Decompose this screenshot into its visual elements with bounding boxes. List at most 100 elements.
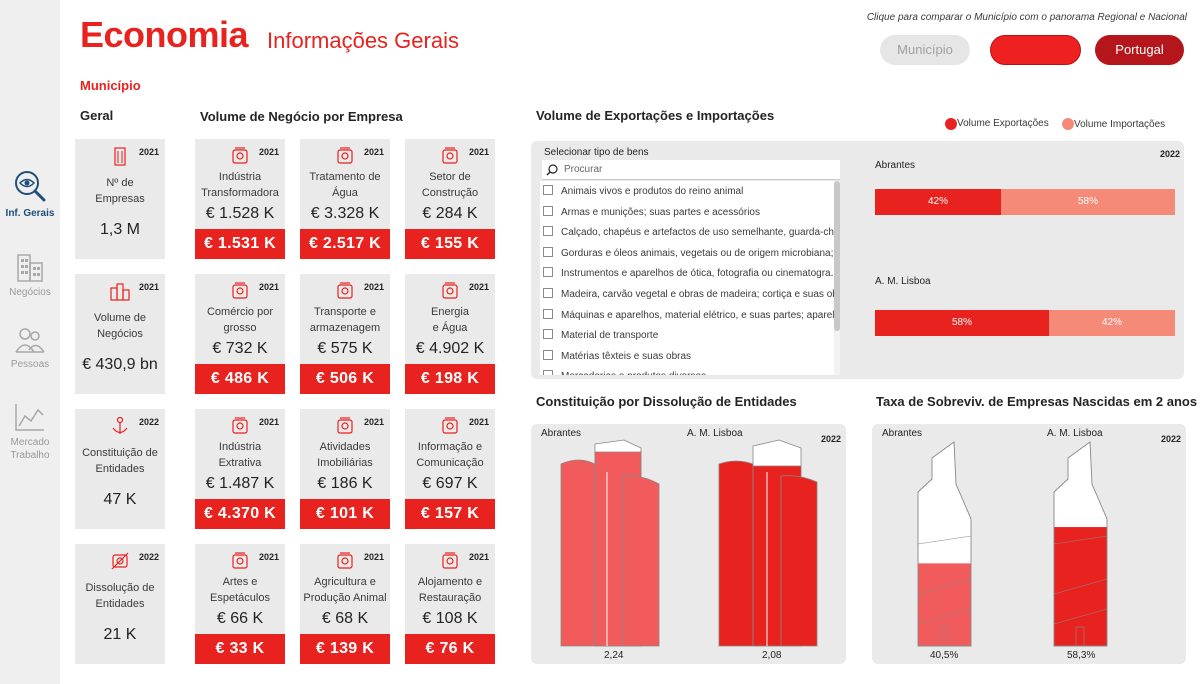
goods-list-item[interactable]: Animais vivos e produtos do reino animal — [543, 185, 839, 205]
nav-negocios[interactable]: Negócios — [0, 249, 60, 298]
checkbox[interactable] — [543, 329, 553, 340]
sobrevivencia-year: 2022 — [1161, 434, 1182, 444]
regional-button[interactable] — [990, 35, 1081, 65]
goods-item-label: Instrumentos e aparelhos de ótica, fotog… — [561, 268, 839, 280]
constituicao-title: Constituição por Dissolução de Entidades — [536, 394, 797, 409]
card-value: 47 K — [103, 491, 137, 508]
nav-pessoas[interactable]: Pessoas — [0, 325, 60, 370]
portugal-button[interactable]: Portugal — [1095, 35, 1184, 65]
volume-card[interactable]: 2021 Indústria Extrativa € 1.487 K € 4.370 … — [195, 409, 285, 529]
legend-exports-dot — [945, 118, 957, 130]
card-value: € 4.902 K — [415, 340, 485, 357]
goods-item-label: Máquinas e aparelhos, material elétrico,… — [561, 309, 839, 321]
goods-list-item[interactable]: Material de transporte — [543, 329, 839, 349]
card-compare-value: € 101 K — [300, 499, 390, 529]
geral-card[interactable]: 2022 Dissolução de Entidades 21 K — [75, 544, 165, 664]
goods-scrollbar[interactable] — [834, 181, 840, 375]
sobrevivencia-left-name: Abrantes — [882, 428, 923, 439]
geral-card[interactable]: 2021 Volume de Negócios € 430,9 bn — [75, 274, 165, 394]
checkbox[interactable] — [543, 370, 553, 375]
goods-list-item[interactable]: Madeira, carvão vegetal e obras de madei… — [543, 288, 839, 308]
crane-icon — [442, 147, 458, 164]
volume-card[interactable]: 2021 Agricultura e Produção Animal € 68 K €… — [300, 544, 390, 664]
card-value: 1,3 M — [99, 221, 140, 238]
volume-card[interactable]: 2021 Informação e Comunicação € 697 K € 157… — [405, 409, 495, 529]
card-year: 2021 — [258, 552, 279, 562]
nav-label: Negócios — [9, 287, 51, 298]
checkbox[interactable] — [543, 288, 553, 298]
card-year: 2021 — [138, 282, 159, 292]
goods-search-input[interactable]: Procurar — [542, 160, 840, 180]
search-placeholder: Procurar — [564, 164, 603, 175]
geral-title: Geral — [80, 108, 114, 123]
goods-list-item[interactable]: Mercadorias e produtos diversos — [543, 370, 839, 375]
volume-card[interactable]: 2021 Transporte e armazenagem € 575 K € 506… — [300, 274, 390, 394]
buildings-icon — [110, 283, 130, 301]
volume-card[interactable]: 2021 Indústria Transformadora € 1.528 K € 1… — [195, 139, 285, 259]
volume-card[interactable]: 2021 Atividades Imobiliárias € 186 K € 101 … — [300, 409, 390, 529]
volume-card[interactable]: 2021 Artes e Espetáculos € 66 K € 33 K — [195, 544, 285, 664]
goods-list-item[interactable]: Calçado, chapéus e artefactos de uso sem… — [543, 226, 839, 246]
nav-inf-gerais[interactable]: Inf. Gerais — [0, 168, 60, 219]
municipio-button[interactable]: Município — [880, 35, 970, 65]
card-year: 2021 — [138, 147, 159, 157]
card-value: € 1.487 K — [205, 475, 275, 492]
checkbox[interactable] — [543, 308, 553, 319]
card-value: € 284 K — [422, 205, 478, 222]
checkbox[interactable] — [543, 205, 553, 216]
card-compare-value: € 506 K — [300, 364, 390, 394]
scrollbar-thumb[interactable] — [834, 181, 840, 331]
info-device-icon — [442, 417, 458, 434]
checkbox[interactable] — [543, 349, 553, 360]
checkbox[interactable] — [543, 226, 553, 237]
card-compare-value: € 2.517 K — [300, 229, 390, 259]
lisboa-buildings — [718, 439, 818, 647]
scope-label: Município — [80, 78, 141, 93]
volume-card[interactable]: 2021 Comércio por grosso € 732 K € 486 K — [195, 274, 285, 394]
card-compare-value: € 4.370 K — [195, 499, 285, 529]
goods-list-item[interactable]: Armas e munições; suas partes e acessóri… — [543, 205, 839, 226]
checkbox[interactable] — [543, 246, 553, 257]
card-label: Indústria Transformadora — [201, 171, 279, 199]
card-value: € 697 K — [422, 475, 478, 492]
volume-card[interactable]: 2021 Setor de Construção € 284 K € 155 K — [405, 139, 495, 259]
geral-card[interactable]: 2021 Nº de Empresas 1,3 M — [75, 139, 165, 259]
card-label: Setor de Construção — [421, 171, 479, 199]
goods-list-item[interactable]: Matérias têxteis e suas obras — [543, 349, 839, 370]
card-label: Informação e Comunicação — [416, 441, 484, 469]
volume-title: Volume de Negócio por Empresa — [200, 109, 403, 124]
geral-card[interactable]: 2022 Constituição de Entidades 47 K — [75, 409, 165, 529]
volume-card[interactable]: 2021 Energia e Água € 4.902 K € 198 K — [405, 274, 495, 394]
card-compare-value: € 76 K — [405, 634, 495, 664]
card-label: Artes e Espetáculos — [210, 576, 270, 604]
goods-list-item[interactable]: Máquinas e aparelhos, material elétrico,… — [543, 308, 839, 329]
goods-item-label: Gorduras e óleos animais, vegetais ou de… — [561, 247, 839, 259]
card-value: € 430,9 bn — [82, 356, 158, 373]
region-label-abrantes: Abrantes — [875, 160, 916, 171]
goods-item-label: Madeira, carvão vegetal e obras de madei… — [561, 289, 839, 300]
card-year: 2022 — [138, 552, 159, 562]
checkbox[interactable] — [543, 185, 553, 195]
nav-label: Inf. Gerais — [5, 208, 55, 219]
compare-hint: Clique para comparar o Município com o p… — [866, 12, 1187, 23]
legend-imports-label: Volume Importações — [1074, 119, 1166, 130]
card-year: 2021 — [363, 417, 384, 427]
card-year: 2021 — [363, 147, 384, 157]
card-label: Energia e Água — [431, 306, 469, 334]
nav-mercado-trabalho[interactable]: Mercado Trabalho — [0, 402, 60, 462]
card-year: 2021 — [468, 147, 489, 157]
lisboa-survival-tower — [1054, 442, 1107, 646]
checkbox[interactable] — [543, 267, 553, 278]
card-compare-value: € 1.531 K — [195, 229, 285, 259]
goods-list-item[interactable]: Instrumentos e aparelhos de ótica, fotog… — [543, 267, 839, 287]
magnifier-eye-icon — [15, 171, 46, 202]
volume-card[interactable]: 2021 Alojamento e Restauração € 108 K € 76 … — [405, 544, 495, 664]
goods-item-label: Animais vivos e produtos do reino animal — [561, 186, 744, 197]
nav-label: Mercado Trabalho — [10, 437, 50, 461]
card-year: 2021 — [258, 282, 279, 292]
goods-list-item[interactable]: Gorduras e óleos animais, vegetais ou de… — [543, 246, 839, 267]
import-bar: 58% — [1001, 189, 1175, 215]
card-compare-value: € 198 K — [405, 364, 495, 394]
exports-year: 2022 — [1160, 149, 1181, 159]
volume-card[interactable]: 2021 Tratamento de Água € 3.328 K € 2.517 K — [300, 139, 390, 259]
